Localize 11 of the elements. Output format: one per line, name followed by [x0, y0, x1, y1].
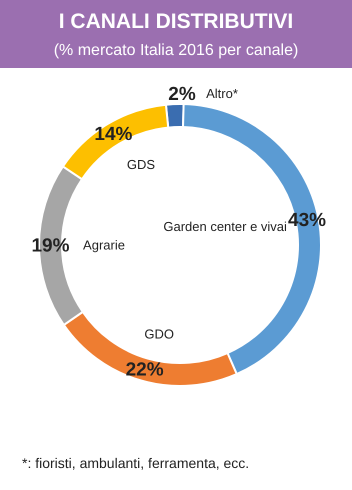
- slice-label: Altro*: [206, 86, 238, 101]
- slice-label: Garden center e vivai: [163, 219, 288, 234]
- slice-label: GDS: [126, 157, 156, 172]
- data-label: 2%: [168, 84, 196, 105]
- chart-subtitle: (% mercato Italia 2016 per canale): [54, 42, 298, 59]
- data-label: 22%: [126, 360, 164, 381]
- data-label: 14%: [94, 124, 133, 145]
- slice-label: Agrarie: [83, 238, 125, 253]
- slice-label: GDO: [144, 326, 174, 342]
- text: *: fioristi, ambulanti, ferramenta, ecc.: [22, 455, 250, 471]
- chart-title: I CANALI DISTRIBUTIVI: [58, 10, 294, 33]
